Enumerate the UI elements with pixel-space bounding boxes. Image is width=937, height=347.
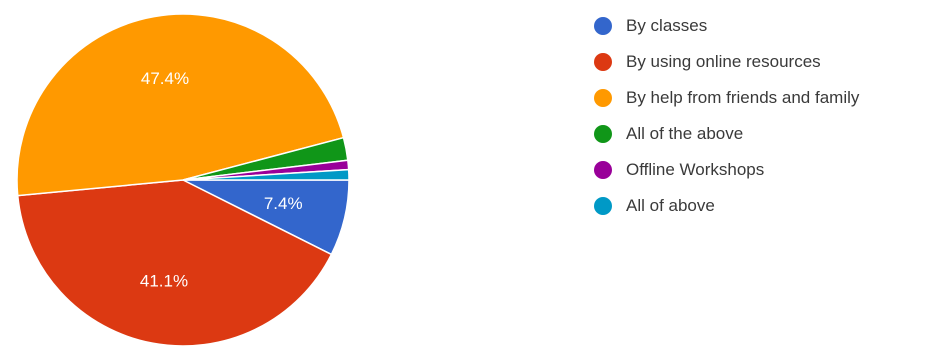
legend-item-by-classes[interactable]: By classes [594,8,859,44]
legend-swatch [594,125,612,143]
pie-slices [16,13,350,347]
legend-item-by-help-from-friends-and-family[interactable]: By help from friends and family [594,80,859,116]
legend-swatch [594,161,612,179]
legend-swatch [594,17,612,35]
legend-item-offline-workshops[interactable]: Offline Workshops [594,152,859,188]
legend-swatch [594,53,612,71]
legend-swatch [594,89,612,107]
pie-slice-labels: 7.4% 41.1% 47.4% [140,69,303,291]
legend-label: All of above [626,196,715,215]
legend-label: By help from friends and family [626,88,860,107]
legend-label: By classes [626,16,708,35]
slice-label-by-using-online-resources: 41.1% [140,272,188,291]
legend-label: By using online resources [626,52,821,71]
legend-label: Offline Workshops [626,160,765,179]
legend-item-all-of-above[interactable]: All of above [594,188,859,224]
pie-slice-by-help-from-friends-and-family[interactable] [16,13,345,197]
legend-item-by-using-online-resources[interactable]: By using online resources [594,44,859,80]
legend-item-all-of-the-above[interactable]: All of the above [594,116,859,152]
slice-label-by-help-from-friends-and-family: 47.4% [141,69,189,88]
pie-slice-all-of-above[interactable] [182,168,350,181]
pie-slice-by-using-online-resources[interactable] [16,179,333,347]
slice-label-by-classes: 7.4% [264,194,303,213]
legend-label: All of the above [626,124,744,143]
legend-swatch [594,197,612,215]
legend: By classes By using online resources By he… [594,8,859,224]
